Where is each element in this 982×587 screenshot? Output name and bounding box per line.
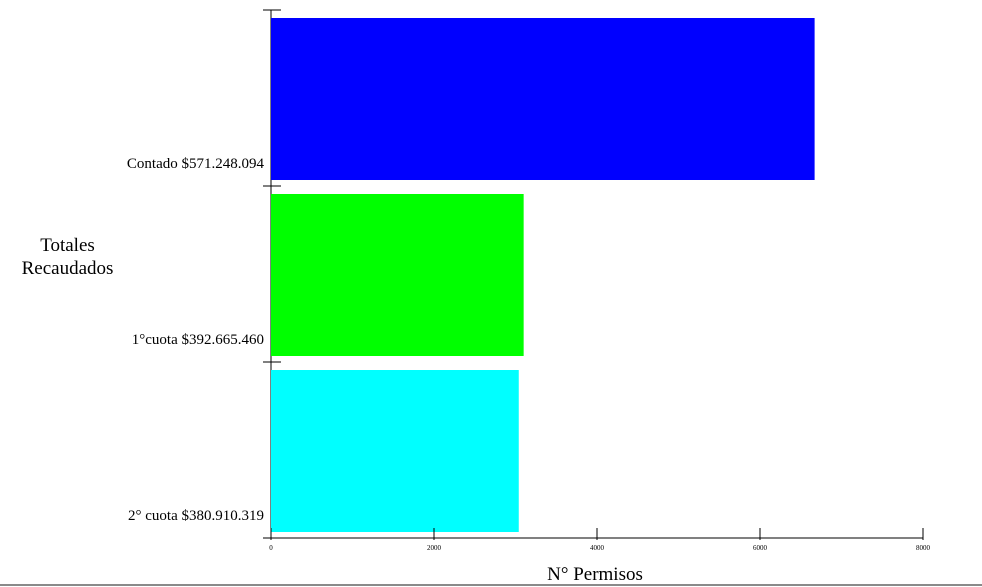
y-axis-title-line-2: Recaudados — [21, 258, 114, 279]
x-tick-label: 2000 — [427, 544, 442, 552]
y-axis-title-line-1: Totales — [40, 235, 95, 256]
y-axis-title: Totales Recaudados — [0, 234, 135, 280]
category-labels: Contado $571.248.094 1°cuota $392.665.460… — [127, 156, 265, 524]
bars — [271, 18, 815, 532]
category-label: 1°cuota $392.665.460 — [132, 332, 264, 348]
category-label: 2° cuota $380.910.319 — [128, 508, 264, 524]
x-tick-label: 0 — [269, 544, 273, 552]
x-tick-label: 6000 — [753, 544, 768, 552]
x-axis-title: N° Permisos — [547, 564, 643, 585]
bar — [271, 370, 519, 532]
bar — [271, 194, 524, 356]
category-label: Contado $571.248.094 — [127, 156, 265, 172]
x-tick-label: 8000 — [916, 544, 931, 552]
x-tick-label: 4000 — [590, 544, 605, 552]
x-ticks: 0 2000 4000 6000 8000 — [269, 528, 931, 552]
bottom-divider — [0, 584, 982, 586]
bar — [271, 18, 815, 180]
